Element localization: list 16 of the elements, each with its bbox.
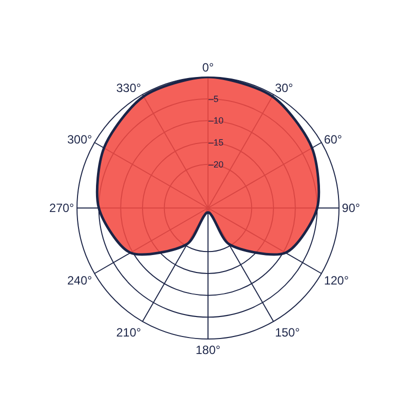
spoke-label: 300°: [67, 132, 92, 146]
spoke-label: 30°: [274, 81, 294, 96]
y-tick-label: –20: [208, 159, 224, 170]
spoke-label: 180°: [196, 342, 221, 357]
spoke-label: 210°: [116, 325, 142, 340]
spoke-label: 90°: [342, 201, 360, 216]
y-tick-label: –10: [208, 116, 224, 126]
spoke-label: 270°: [49, 201, 74, 216]
spoke-label: 0°: [202, 60, 214, 75]
y-tick-label: –5: [208, 94, 219, 104]
spoke-label: 330°: [116, 81, 142, 96]
spoke-label: 60°: [324, 132, 342, 146]
spoke-label: 240°: [67, 274, 92, 288]
spoke-label: 120°: [324, 274, 349, 288]
spoke-label: 150°: [274, 325, 300, 340]
y-tick-label: –15: [208, 137, 224, 148]
